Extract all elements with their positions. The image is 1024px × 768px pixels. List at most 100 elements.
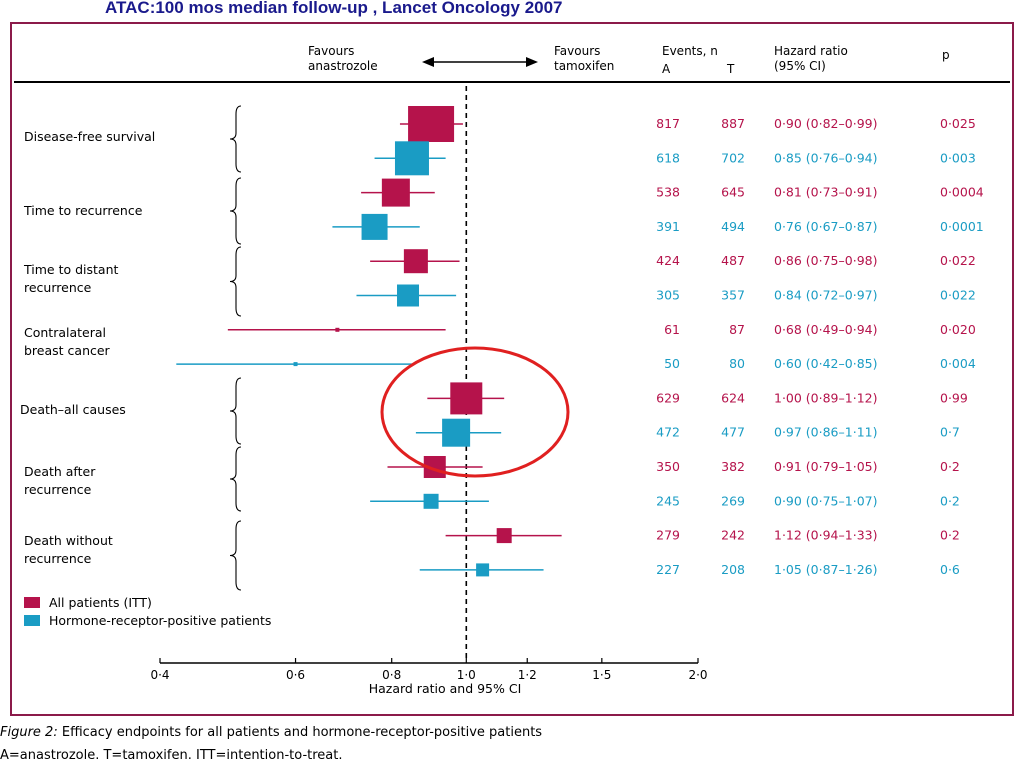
events-t: 80 — [729, 356, 745, 371]
x-tick-label: 0·6 — [286, 668, 305, 682]
header-col-a: A — [662, 62, 671, 76]
hazard-ratio-text: 1·12 (0·94–1·33) — [774, 528, 877, 543]
hr-point — [403, 249, 428, 274]
label-disease-free-survival: Disease-free survival — [24, 129, 156, 144]
group-brace — [229, 105, 242, 173]
events-t: 477 — [721, 425, 745, 440]
events-a: 618 — [656, 150, 680, 165]
p-value: 0·025 — [940, 116, 976, 131]
p-value: 0·0004 — [940, 185, 984, 200]
hazard-ratio-text: 0·85 (0·76–0·94) — [774, 150, 877, 165]
events-a: 350 — [656, 459, 680, 474]
hazard-ratio-text: 0·60 (0·42–0·85) — [774, 356, 877, 371]
p-value: 0·99 — [940, 390, 968, 405]
hazard-ratio-text: 0·97 (0·86–1·11) — [774, 425, 877, 440]
hazard-ratio-text: 1·05 (0·87–1·26) — [774, 562, 877, 577]
hr-point — [335, 327, 340, 332]
header-col-t: T — [727, 62, 735, 76]
header-rule — [14, 81, 1010, 83]
figure-caption-line1: Figure 2: Efficacy endpoints for all pat… — [0, 725, 542, 740]
group-brace — [229, 246, 242, 317]
events-a: 391 — [656, 219, 680, 234]
p-value: 0·003 — [940, 150, 976, 165]
events-t: 208 — [721, 562, 745, 577]
header-favours-tamoxifen: Favours tamoxifen — [554, 44, 615, 73]
hazard-ratio-text: 0·86 (0·75–0·98) — [774, 253, 877, 268]
legend-itt: All patients (ITT) — [24, 595, 152, 610]
events-t: 624 — [721, 390, 745, 405]
p-value: 0·2 — [940, 459, 960, 474]
events-t: 357 — [721, 288, 745, 303]
hr-point — [423, 493, 439, 509]
group-brace — [229, 520, 242, 591]
hr-point — [496, 528, 512, 544]
p-value: 0·2 — [940, 493, 960, 508]
p-value: 0·022 — [940, 253, 976, 268]
label-death-after-recurrence: Death after recurrence — [24, 464, 96, 497]
events-a: 279 — [656, 528, 680, 543]
figure-label: Figure 2: — [0, 725, 58, 740]
events-t: 487 — [721, 253, 745, 268]
label-death-all-causes: Death–all causes — [20, 402, 126, 417]
events-a: 227 — [656, 562, 680, 577]
hazard-ratio-text: 0·91 (0·79–1·05) — [774, 459, 877, 474]
hr-point — [397, 284, 420, 307]
group-brace — [229, 446, 242, 512]
hr-point — [381, 178, 410, 207]
legend-label-itt: All patients (ITT) — [49, 595, 152, 610]
header-events: Events, n — [662, 44, 718, 58]
events-t: 494 — [721, 219, 745, 234]
x-tick-label: 1·2 — [518, 668, 537, 682]
favour-arrow-right-head — [526, 57, 538, 67]
events-a: 629 — [656, 390, 680, 405]
highlight-ellipse — [380, 346, 570, 478]
p-value: 0·020 — [940, 322, 976, 337]
hr-point — [408, 106, 455, 142]
hr-point — [476, 563, 490, 577]
x-axis-label: Hazard ratio and 95% CI — [369, 681, 522, 696]
hazard-ratio-text: 0·76 (0·67–0·87) — [774, 219, 877, 234]
p-value: 0·022 — [940, 288, 976, 303]
events-t: 645 — [721, 185, 745, 200]
label-time-to-distant-recurrence: Time to distant recurrence — [24, 262, 119, 295]
x-tick-label: 1·0 — [457, 668, 476, 682]
group-brace — [229, 177, 242, 245]
p-value: 0·7 — [940, 425, 960, 440]
figure-caption-line2: A=anastrozole. T=tamoxifen. ITT=intentio… — [0, 748, 343, 763]
p-value: 0·004 — [940, 356, 976, 371]
x-tick-label: 2·0 — [688, 668, 707, 682]
legend-label-hr-positive: Hormone-receptor-positive patients — [49, 613, 272, 628]
events-a: 817 — [656, 116, 680, 131]
hazard-ratio-text: 0·84 (0·72–0·97) — [774, 288, 877, 303]
hr-point — [361, 213, 388, 240]
header-hazard-ratio: Hazard ratio (95% CI) — [774, 44, 848, 73]
hazard-ratio-text: 0·90 (0·82–0·99) — [774, 116, 877, 131]
hazard-ratio-text: 0·90 (0·75–1·07) — [774, 493, 877, 508]
label-death-without-recurrence: Death without recurrence — [24, 533, 113, 566]
hr-point — [442, 418, 471, 447]
p-value: 0·0001 — [940, 219, 984, 234]
label-time-to-recurrence: Time to recurrence — [24, 203, 143, 218]
header-p: p — [942, 48, 950, 62]
x-tick-label: 0·8 — [382, 668, 401, 682]
events-a: 61 — [664, 322, 680, 337]
x-tick-label: 0·4 — [150, 668, 169, 682]
events-t: 269 — [721, 493, 745, 508]
legend-swatch-hr-positive — [24, 615, 40, 626]
events-a: 472 — [656, 425, 680, 440]
events-t: 242 — [721, 528, 745, 543]
events-t: 87 — [729, 322, 745, 337]
events-a: 305 — [656, 288, 680, 303]
hr-point — [394, 141, 429, 176]
hr-point — [450, 382, 483, 415]
events-a: 538 — [656, 185, 680, 200]
hazard-ratio-text: 0·81 (0·73–0·91) — [774, 185, 877, 200]
header-favours-anastrozole: Favours anastrozole — [308, 44, 378, 73]
events-a: 245 — [656, 493, 680, 508]
events-t: 702 — [721, 150, 745, 165]
events-t: 887 — [721, 116, 745, 131]
events-a: 50 — [664, 356, 680, 371]
hazard-ratio-text: 1·00 (0·89–1·12) — [774, 390, 877, 405]
legend-swatch-itt — [24, 597, 40, 608]
